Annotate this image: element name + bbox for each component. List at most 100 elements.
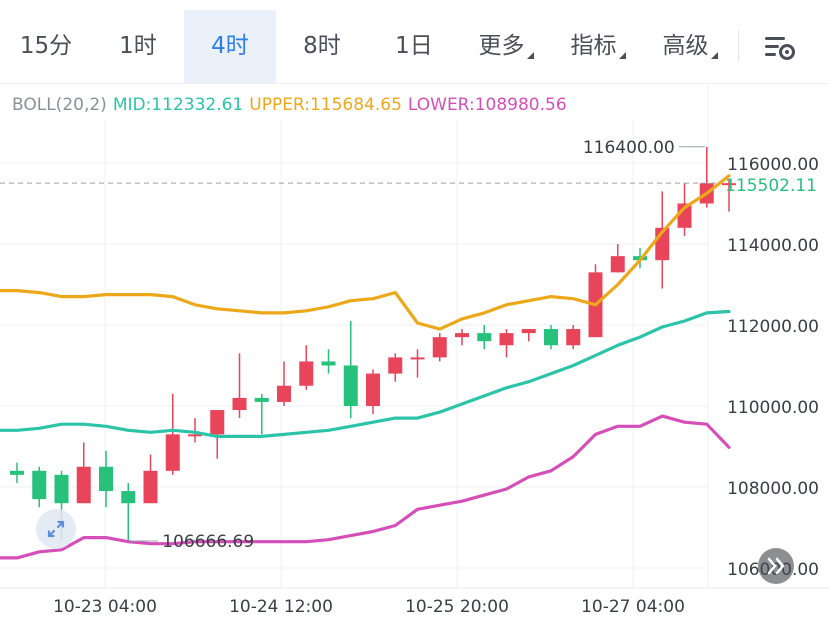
candle <box>210 410 225 459</box>
candle-body <box>99 466 113 492</box>
candle <box>544 325 558 350</box>
candle-body <box>521 329 536 334</box>
boll-upper-line <box>0 174 731 331</box>
candle-body <box>143 470 158 504</box>
y-axis-tick-label: 112000.00 <box>727 317 819 337</box>
double-chevron-right-icon <box>767 557 785 575</box>
candle <box>188 418 202 443</box>
candle <box>277 361 291 406</box>
candle <box>76 442 91 504</box>
candle-body <box>165 434 180 471</box>
candle-body <box>188 434 202 437</box>
candle <box>121 482 136 541</box>
tab-label: 15分 <box>19 33 73 59</box>
candle-body <box>566 329 581 346</box>
candle <box>722 179 736 212</box>
candle <box>143 454 158 504</box>
expand-arrows-icon <box>47 520 65 538</box>
legend-upper: UPPER:115684.65 <box>249 95 402 115</box>
x-axis-tick-label: 10-25 20:00 <box>405 597 509 617</box>
candle-body <box>121 491 136 504</box>
high-price-label: 116400.00 <box>583 138 675 158</box>
y-axis-tick-label: 114000.00 <box>727 236 819 256</box>
boll-lower-line <box>0 414 731 560</box>
candle-body <box>455 333 469 338</box>
tab-advanced-dropdown[interactable]: 高级 <box>644 10 736 83</box>
chart-settings-icon[interactable] <box>762 34 798 62</box>
x-axis-tick-label: 10-27 04:00 <box>581 597 685 617</box>
tab-divider <box>738 30 739 62</box>
candle <box>254 393 269 435</box>
candle <box>232 353 247 419</box>
candle-body <box>32 470 47 500</box>
x-axis-tick-label: 10-24 12:00 <box>229 597 333 617</box>
tab-1h[interactable]: 1时 <box>92 10 184 83</box>
candle-body <box>388 357 403 374</box>
candle-body <box>432 337 447 358</box>
candle-body <box>232 397 247 411</box>
candle <box>432 333 447 362</box>
candle <box>455 329 469 346</box>
tab-label: 1时 <box>119 33 157 59</box>
boll-mid-line <box>0 309 731 438</box>
x-axis-tick-label: 10-23 04:00 <box>53 597 157 617</box>
candle <box>165 393 180 475</box>
candle <box>99 450 113 508</box>
candle-body <box>477 333 492 342</box>
candle <box>388 353 403 382</box>
candle-body <box>610 256 625 273</box>
caret-down-icon <box>710 52 718 59</box>
candle <box>32 466 47 508</box>
candle-body <box>366 373 380 406</box>
tab-label: 8时 <box>303 33 341 59</box>
current-price-label: 115502.11 <box>725 176 817 196</box>
expand-chart-button[interactable] <box>36 509 76 549</box>
candle-body <box>210 410 225 435</box>
candle-body <box>722 183 736 186</box>
tab-label: 指标 <box>570 33 617 59</box>
tab-label: 4时 <box>211 33 249 59</box>
tab-label: 高级 <box>662 33 709 59</box>
timeframe-tabbar: 15分 1时 4时 8时 1日 更多 指标 高级 <box>0 10 829 84</box>
tab-more-dropdown[interactable]: 更多 <box>460 10 552 83</box>
tab-4h[interactable]: 4时 <box>184 10 276 83</box>
y-axis-tick-label: 108000.00 <box>727 479 819 499</box>
candle <box>521 329 536 342</box>
y-axis-tick-label: 116000.00 <box>727 155 819 175</box>
caret-down-icon <box>618 52 626 59</box>
tab-label: 1日 <box>395 33 433 59</box>
candle <box>321 349 336 374</box>
candle-body <box>10 470 24 475</box>
tab-label: 更多 <box>478 33 525 59</box>
candle-body <box>254 397 269 402</box>
candle <box>299 345 314 390</box>
candle <box>610 244 625 273</box>
candle-body <box>54 474 69 504</box>
candle <box>499 329 514 358</box>
candle-body <box>76 466 91 504</box>
candle <box>410 349 425 378</box>
legend-indicator-name: BOLL(20,2) <box>12 95 107 115</box>
candle-body <box>299 361 314 386</box>
scroll-to-latest-button[interactable] <box>758 548 794 584</box>
candle <box>366 369 380 415</box>
candle <box>10 462 24 483</box>
legend-lower: LOWER:108980.56 <box>407 95 567 115</box>
candle-body <box>321 361 336 366</box>
tab-1d[interactable]: 1日 <box>368 10 460 83</box>
candle <box>477 325 492 350</box>
tab-15m[interactable]: 15分 <box>0 10 92 83</box>
candle <box>343 320 358 419</box>
candle-body <box>277 385 291 402</box>
candle-body <box>410 357 425 360</box>
legend-mid: MID:112332.61 <box>112 95 244 115</box>
candle-body <box>343 365 358 406</box>
caret-down-icon <box>526 52 534 59</box>
indicator-legend: BOLL(20,2) MID:112332.61 UPPER:115684.65 LO… <box>12 95 573 115</box>
tab-indicators-dropdown[interactable]: 指标 <box>552 10 644 83</box>
y-axis-tick-label: 110000.00 <box>727 398 819 418</box>
tab-8h[interactable]: 8时 <box>276 10 368 83</box>
candle-body <box>499 333 514 346</box>
low-price-label: 106666.69 <box>162 532 254 552</box>
